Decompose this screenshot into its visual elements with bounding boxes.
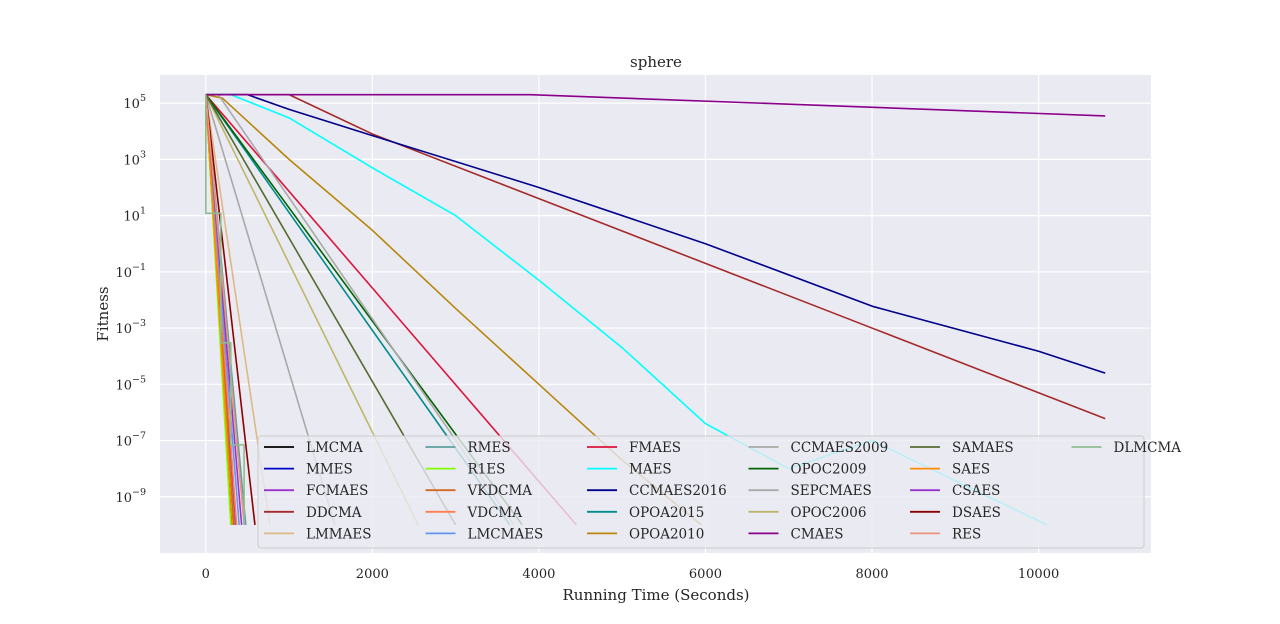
- legend-label: OPOC2009: [791, 462, 867, 478]
- legend-label: LMCMA: [306, 440, 363, 456]
- y-tick-label: 103: [123, 149, 146, 168]
- series-line-saes: [205, 94, 234, 525]
- x-tick-label: 0: [202, 567, 210, 582]
- x-tick-label: 8000: [855, 567, 888, 582]
- legend-label: SAMAES: [952, 440, 1014, 456]
- series-line-cmaes: [205, 93, 1106, 117]
- legend-label: DSAES: [952, 505, 1001, 521]
- y-tick-label: 10−3: [115, 318, 146, 337]
- x-tick-label: 10000: [1018, 567, 1059, 582]
- x-tick-label: 2000: [356, 567, 389, 582]
- legend: LMCMA MMES FCMAES DDCMA LMMAES RMES R1ES VKDCMA…: [257, 435, 1182, 549]
- legend-label: FCMAES: [306, 483, 368, 499]
- x-tick-label: 4000: [522, 567, 555, 582]
- legend-label: CMAES: [791, 526, 844, 542]
- y-tick-label: 101: [123, 206, 146, 225]
- legend-label: OPOC2006: [791, 505, 867, 521]
- x-axis-title: Running Time (Seconds): [562, 586, 749, 604]
- series-line-ccmaes2016: [205, 93, 1106, 374]
- legend-label: FMAES: [629, 440, 681, 456]
- legend-label: MMES: [306, 462, 353, 478]
- y-tick-label: 10−9: [115, 487, 146, 506]
- y-tick-label: 10−1: [115, 262, 146, 281]
- legend-label: LMMAES: [306, 526, 371, 542]
- tick-labels: 0 2000 4000 6000 8000 10000 10−9 10−7 10−5 10−3 10…: [115, 93, 1059, 582]
- legend-label: RMES: [468, 440, 511, 456]
- legend-box: [257, 435, 1145, 549]
- legend-label: RES: [952, 526, 981, 542]
- series-line-res: [205, 94, 245, 525]
- legend-label: OPOA2015: [629, 505, 704, 521]
- y-axis-title: Fitness: [94, 286, 112, 341]
- y-tick-label: 10−5: [115, 374, 146, 393]
- legend-label: LMCMAES: [468, 526, 544, 542]
- legend-label: MAES: [629, 462, 672, 478]
- chart-title: sphere: [630, 53, 682, 71]
- legend-label: OPOA2010: [629, 526, 704, 542]
- y-tick-label: 10−7: [115, 431, 146, 450]
- legend-label: SAES: [952, 462, 990, 478]
- legend-label: CCMAES2016: [629, 483, 727, 499]
- series-line-ddcma: [205, 93, 1106, 420]
- legend-label: DLMCMA: [1114, 440, 1182, 456]
- y-tick-label: 105: [123, 93, 146, 112]
- x-tick-label: 6000: [689, 567, 722, 582]
- series-layer: [205, 93, 1106, 526]
- legend-label: VDCMA: [467, 505, 523, 521]
- series-line-dlmcma: [205, 94, 245, 525]
- legend-label: R1ES: [468, 462, 506, 478]
- legend-label: DDCMA: [306, 505, 362, 521]
- legend-label: CCMAES2009: [791, 440, 889, 456]
- legend-label: CSAES: [952, 483, 1000, 499]
- legend-label: SEPCMAES: [791, 483, 872, 499]
- legend-label: VKDCMA: [467, 483, 533, 499]
- series-line-dsaes: [205, 94, 256, 525]
